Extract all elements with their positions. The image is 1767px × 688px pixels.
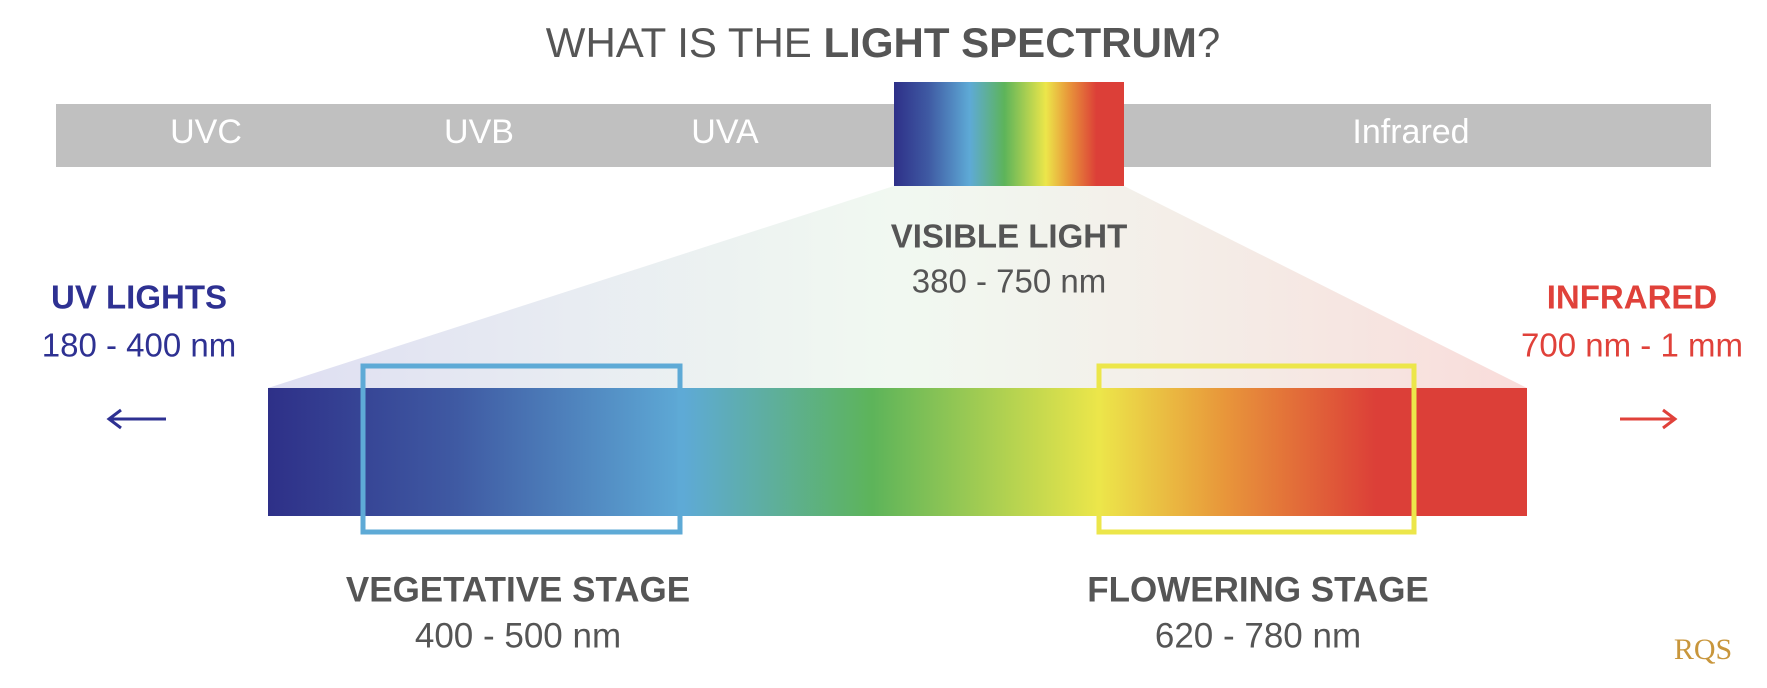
- band-label: Infrared: [1352, 113, 1469, 151]
- spectrum: [268, 388, 1527, 516]
- title-emphasis: LIGHT SPECTRUM: [824, 19, 1197, 66]
- uv-range: 180 - 400 nm: [42, 327, 236, 364]
- uv-label: UV LIGHTS: [51, 279, 227, 316]
- stage-range: 620 - 780 nm: [1155, 616, 1361, 655]
- left-arrow: [106, 408, 166, 430]
- infrared-range: 700 nm - 1 mm: [1521, 327, 1743, 364]
- spectrum-bar: [56, 104, 1711, 167]
- right-arrow: [1620, 408, 1678, 430]
- title-tail: ?: [1197, 19, 1220, 66]
- visible-range: 380 - 750 nm: [912, 263, 1106, 300]
- stage-label: FLOWERING STAGE: [1087, 570, 1429, 609]
- infrared-label: INFRARED: [1547, 279, 1718, 316]
- stage-label: VEGETATIVE STAGE: [346, 570, 690, 609]
- visible-swatch: [894, 82, 1124, 186]
- vegetative-box: [360, 363, 683, 535]
- flowering-box: [1096, 363, 1417, 535]
- stage-range: 400 - 500 nm: [415, 616, 621, 655]
- visible-fan: [268, 186, 1527, 388]
- band-label: UVC: [170, 113, 242, 151]
- title: WHAT IS THE LIGHT SPECTRUM?: [546, 19, 1220, 66]
- band-label: UVA: [691, 113, 759, 151]
- logo: RQS: [1674, 633, 1732, 666]
- band-label: UVB: [444, 113, 514, 151]
- title-lead: WHAT IS THE: [546, 19, 824, 66]
- visible-label: VISIBLE LIGHT: [891, 218, 1128, 255]
